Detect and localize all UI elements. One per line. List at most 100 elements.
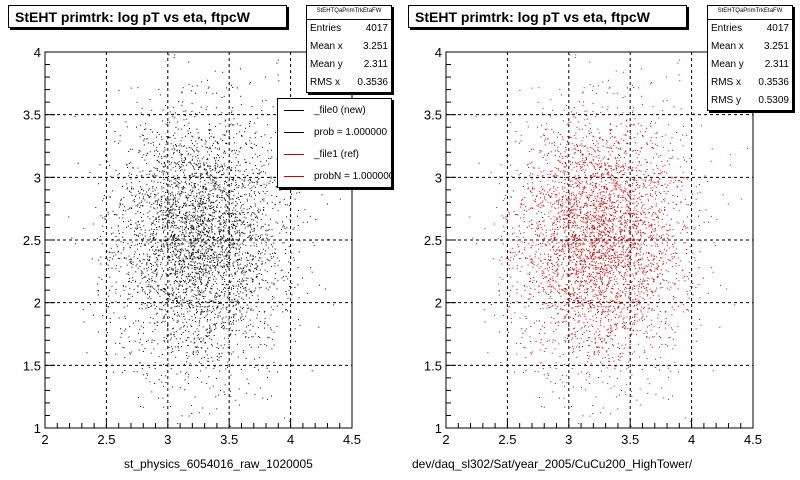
data-point bbox=[567, 335, 569, 337]
data-point bbox=[206, 308, 208, 310]
data-point bbox=[256, 314, 258, 316]
data-point bbox=[164, 341, 165, 343]
data-point bbox=[200, 210, 202, 212]
data-point bbox=[580, 230, 582, 232]
data-point bbox=[164, 320, 166, 322]
data-point bbox=[586, 339, 588, 341]
data-point bbox=[239, 177, 241, 179]
data-point bbox=[235, 225, 237, 227]
data-point bbox=[530, 287, 532, 289]
data-point bbox=[175, 170, 177, 172]
data-point bbox=[593, 136, 595, 138]
data-point bbox=[173, 236, 175, 238]
data-point bbox=[156, 260, 158, 262]
data-point bbox=[206, 177, 208, 179]
data-point bbox=[223, 326, 225, 328]
data-point bbox=[142, 272, 144, 274]
data-point bbox=[249, 162, 251, 164]
data-point bbox=[588, 345, 590, 347]
data-point bbox=[563, 397, 565, 399]
data-point bbox=[157, 211, 159, 213]
data-point bbox=[297, 215, 298, 217]
data-point bbox=[593, 253, 595, 255]
data-point bbox=[204, 207, 206, 209]
data-point bbox=[241, 242, 243, 244]
data-point bbox=[533, 200, 535, 202]
data-point bbox=[224, 198, 226, 200]
data-point bbox=[684, 177, 686, 179]
data-point bbox=[171, 272, 172, 274]
data-point bbox=[270, 157, 272, 159]
data-point bbox=[148, 249, 150, 251]
data-point bbox=[289, 350, 291, 352]
data-point bbox=[139, 342, 141, 344]
data-point bbox=[211, 227, 213, 229]
data-point bbox=[255, 287, 257, 289]
data-point bbox=[636, 216, 637, 218]
data-point bbox=[213, 206, 215, 208]
data-point bbox=[504, 198, 506, 200]
data-point bbox=[193, 145, 195, 147]
data-point bbox=[151, 228, 153, 230]
data-point bbox=[151, 222, 153, 224]
data-point bbox=[147, 274, 149, 276]
data-point bbox=[594, 296, 596, 298]
data-point bbox=[186, 326, 188, 328]
data-point bbox=[270, 266, 272, 268]
data-point bbox=[140, 274, 142, 276]
data-point bbox=[180, 260, 181, 261]
data-point bbox=[533, 167, 535, 169]
data-point bbox=[164, 236, 166, 238]
data-point bbox=[207, 306, 209, 308]
data-point bbox=[212, 142, 214, 144]
data-point bbox=[241, 195, 243, 197]
data-point bbox=[646, 332, 648, 334]
data-point bbox=[82, 309, 84, 311]
data-point bbox=[146, 270, 148, 272]
data-point bbox=[214, 182, 216, 184]
data-point bbox=[205, 172, 207, 174]
data-point bbox=[201, 295, 203, 297]
data-point bbox=[246, 308, 248, 310]
data-point bbox=[206, 208, 208, 210]
data-point bbox=[561, 199, 563, 200]
data-point bbox=[585, 157, 587, 159]
data-point bbox=[197, 239, 199, 241]
data-point bbox=[227, 239, 229, 241]
data-point bbox=[206, 231, 208, 233]
data-point bbox=[629, 211, 631, 213]
data-point bbox=[167, 199, 169, 201]
data-point bbox=[274, 262, 276, 264]
data-point bbox=[204, 206, 206, 208]
data-point bbox=[199, 303, 200, 305]
data-point bbox=[119, 135, 121, 137]
data-point bbox=[138, 332, 139, 334]
data-point bbox=[220, 230, 222, 231]
data-point bbox=[211, 229, 213, 231]
data-point bbox=[154, 308, 156, 310]
data-point bbox=[648, 252, 650, 254]
data-point bbox=[198, 167, 200, 168]
data-point bbox=[593, 203, 595, 205]
data-point bbox=[231, 235, 232, 237]
data-point bbox=[598, 263, 600, 265]
data-point bbox=[240, 263, 242, 265]
data-point bbox=[229, 244, 231, 246]
data-point bbox=[554, 229, 556, 230]
data-point bbox=[163, 340, 165, 341]
data-point bbox=[225, 256, 227, 258]
data-point bbox=[621, 254, 623, 256]
data-point bbox=[173, 310, 175, 312]
data-point bbox=[204, 183, 206, 185]
data-point bbox=[613, 201, 615, 203]
data-point bbox=[195, 242, 197, 244]
data-point bbox=[179, 338, 181, 340]
data-point bbox=[147, 306, 149, 308]
data-point bbox=[266, 191, 268, 192]
data-point bbox=[582, 346, 584, 347]
data-point bbox=[220, 138, 222, 140]
data-point bbox=[170, 226, 172, 228]
data-point bbox=[245, 336, 246, 338]
data-point bbox=[168, 214, 170, 216]
data-point bbox=[171, 184, 173, 186]
